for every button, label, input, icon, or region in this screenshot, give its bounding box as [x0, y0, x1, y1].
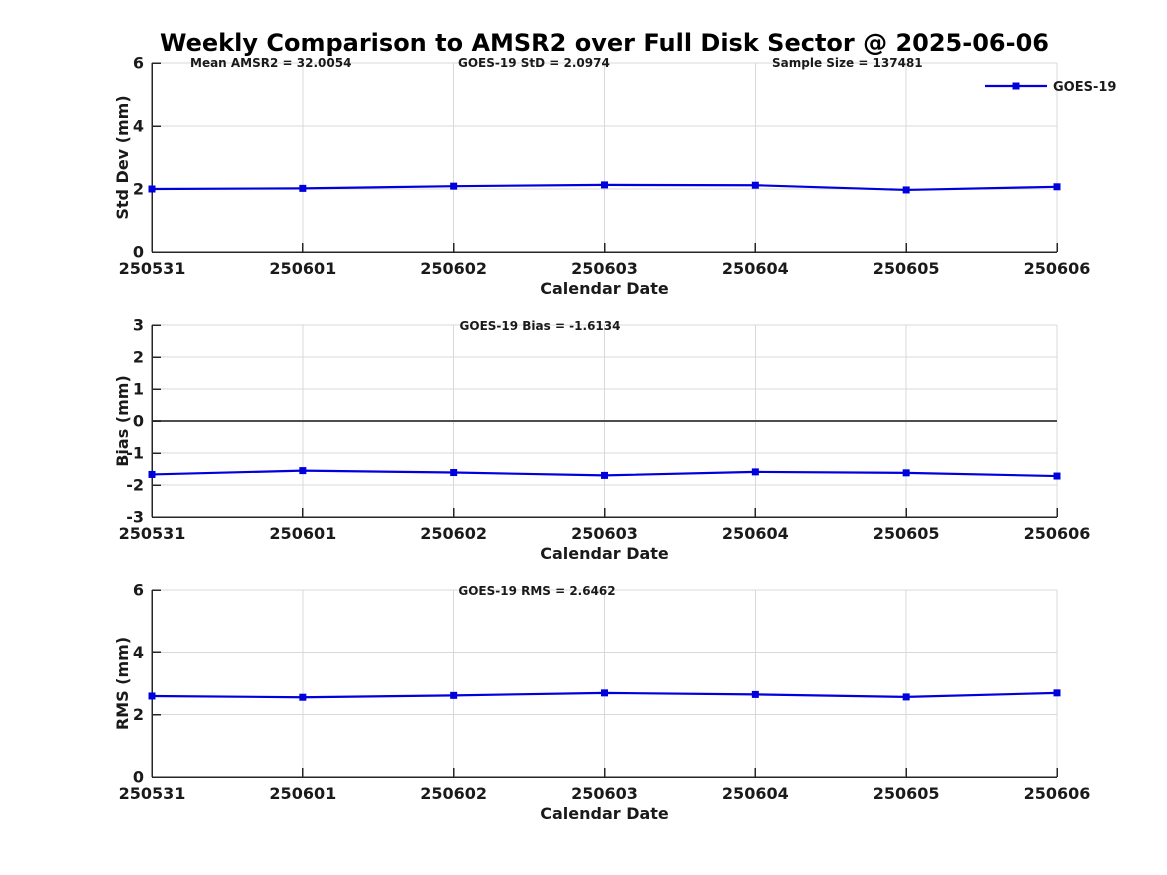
- y-tick-label: 6: [133, 54, 144, 73]
- data-point-marker: [902, 693, 910, 701]
- x-tick-label: 250531: [119, 259, 186, 278]
- y-tick-label: 4: [133, 117, 144, 136]
- y-tick-label: 2: [133, 180, 144, 199]
- x-tick-label: 250603: [571, 784, 638, 803]
- y-tick-label: 3: [133, 316, 144, 335]
- x-tick-label: 250606: [1024, 784, 1091, 803]
- data-point-marker: [601, 181, 608, 189]
- data-point-marker: [450, 182, 458, 190]
- x-tick-label: 250605: [873, 259, 940, 278]
- y-axis-label: RMS (mm): [113, 637, 132, 730]
- legend-label: GOES-19: [1053, 80, 1116, 95]
- y-tick-label: 0: [133, 768, 144, 787]
- y-tick-label: -3: [126, 508, 144, 527]
- data-point-marker: [751, 690, 759, 698]
- grid: [151, 62, 1058, 253]
- x-tick-label: 250601: [269, 784, 336, 803]
- chart-bias: 250531 250601 250602 250603 250604 250605 2506…: [113, 316, 1090, 564]
- annotation-stat: Sample Size = 137481: [772, 56, 923, 70]
- data-point-marker: [299, 693, 307, 701]
- annotation-stat: GOES-19 Bias = -1.6134: [460, 319, 621, 333]
- chart-std-dev: 250531 250601 250602 250603 250604 250605 2506…: [113, 54, 1116, 299]
- x-tick-label: 250531: [119, 524, 186, 543]
- data-point-marker: [148, 185, 156, 193]
- x-axis-label: Calendar Date: [540, 544, 669, 563]
- x-tick-label: 250606: [1024, 524, 1091, 543]
- data-point-marker: [1053, 472, 1061, 480]
- annotation-stat: GOES-19 RMS = 2.6462: [458, 584, 615, 598]
- x-tick-label: 250604: [722, 524, 789, 543]
- x-tick-label: 250601: [269, 259, 336, 278]
- x-tick-label: 250602: [420, 784, 487, 803]
- x-tick-label: 250602: [420, 524, 487, 543]
- y-tick-label: 2: [133, 348, 144, 367]
- y-tick-label: 0: [133, 412, 144, 431]
- data-point-marker: [450, 691, 458, 699]
- figure-title: Weekly Comparison to AMSR2 over Full Dis…: [160, 29, 1049, 57]
- x-axis-label: Calendar Date: [540, 804, 669, 823]
- data-point-marker: [601, 689, 608, 697]
- x-tick-label: 250603: [571, 259, 638, 278]
- legend: GOES-19: [985, 80, 1116, 95]
- data-point-marker: [902, 186, 910, 194]
- axes: [151, 324, 1058, 518]
- x-tick-label: 250604: [722, 259, 789, 278]
- x-tick-label: 250604: [722, 784, 789, 803]
- y-tick-label: 6: [133, 581, 144, 600]
- x-tick-label: 250605: [873, 784, 940, 803]
- x-tick-label: 250605: [873, 524, 940, 543]
- y-tick-label: -2: [126, 476, 144, 495]
- x-axis-label: Calendar Date: [540, 279, 669, 298]
- axes: [151, 589, 1058, 778]
- legend-marker-sample: [1012, 82, 1020, 90]
- data-point-marker: [1053, 183, 1061, 191]
- y-tick-label: 1: [133, 380, 144, 399]
- annotation-stat: GOES-19 StD = 2.0974: [458, 56, 610, 70]
- y-tick-label: 4: [133, 643, 144, 662]
- x-tick-label: 250606: [1024, 259, 1091, 278]
- data-point-marker: [601, 471, 608, 479]
- data-point-marker: [1053, 689, 1061, 697]
- data-point-marker: [299, 184, 307, 192]
- data-point-marker: [751, 181, 759, 189]
- y-tick-label: 2: [133, 705, 144, 724]
- data-point-marker: [902, 469, 910, 477]
- x-tick-label: 250531: [119, 784, 186, 803]
- data-point-marker: [299, 467, 307, 475]
- annotation-stat: Mean AMSR2 = 32.0054: [190, 56, 351, 70]
- data-point-marker: [450, 469, 458, 477]
- grid: [151, 589, 1058, 778]
- x-tick-label: 250603: [571, 524, 638, 543]
- x-tick-label: 250601: [269, 524, 336, 543]
- y-axis-label: Std Dev (mm): [113, 95, 132, 219]
- y-tick-label: -1: [126, 444, 144, 463]
- chart-rms: 250531 250601 250602 250603 250604 250605 2506…: [113, 581, 1090, 824]
- y-tick-label: 0: [133, 243, 144, 262]
- data-point-marker: [148, 470, 156, 478]
- data-point-marker: [751, 468, 759, 476]
- data-point-marker: [148, 692, 156, 700]
- y-axis-label: Bias (mm): [113, 375, 132, 467]
- x-tick-label: 250602: [420, 259, 487, 278]
